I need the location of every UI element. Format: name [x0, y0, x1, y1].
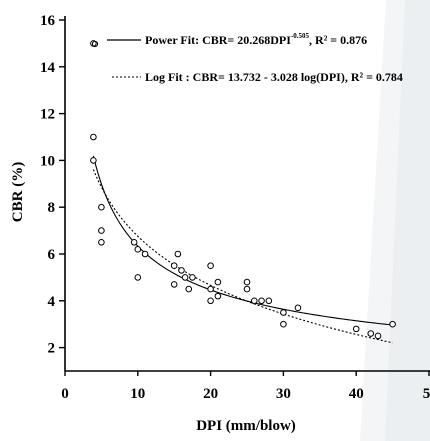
data-point	[181, 274, 189, 281]
data-point	[265, 297, 273, 305]
data-point	[207, 297, 214, 305]
data-point	[214, 292, 222, 300]
y-tick-label: 8	[48, 200, 56, 216]
data-point	[98, 239, 105, 246]
x-tick-label: 40	[349, 386, 364, 402]
legend: Power Fit: CBR= 20.268DPI-0.505, R² = 0.…	[91, 32, 403, 84]
data-point	[134, 274, 142, 281]
data-point	[134, 246, 142, 253]
data-point	[389, 320, 396, 328]
data-point	[170, 281, 178, 288]
data-point	[250, 297, 258, 305]
legend-log-label: Log Fit : CBR= 13.732 - 3.028 log(DPI), …	[145, 70, 403, 84]
data-point	[207, 262, 214, 270]
x-tick-label: 0	[61, 386, 69, 402]
data-point	[98, 203, 105, 211]
data-point	[207, 285, 214, 293]
legend-power-label-suffix: , R² = 0.876	[309, 33, 367, 47]
x-tick-label: 10	[130, 386, 145, 402]
data-point	[90, 133, 97, 141]
data-point	[141, 250, 149, 258]
data-point	[258, 297, 265, 305]
y-tick-label: 14	[40, 60, 56, 76]
decorative-background-band-accent	[385, 0, 430, 441]
data-point	[178, 267, 185, 274]
y-tick-label: 2	[48, 341, 56, 357]
data-point	[243, 285, 251, 293]
legend-point-marker	[91, 40, 99, 48]
data-point	[243, 278, 251, 286]
legend-power-label-exponent: -0.505	[291, 32, 310, 40]
axes	[64, 16, 430, 372]
data-point	[294, 304, 302, 312]
x-axis-title: DPI (mm/blow)	[196, 418, 296, 434]
legend-power-label-main: Power Fit: CBR= 20.268DPI	[145, 33, 291, 47]
y-tick-label: 12	[40, 107, 55, 123]
ticks: 2 4 6 8 10 12 14 16 0 10 20 30 40 5(	[40, 13, 430, 402]
y-tick-label: 10	[40, 153, 55, 169]
data-point	[352, 325, 360, 333]
y-tick-label: 6	[48, 247, 56, 263]
data-point	[130, 239, 138, 246]
x-tick-label: 20	[203, 386, 218, 402]
legend-item-log: Log Fit : CBR= 13.732 - 3.028 log(DPI), …	[112, 70, 403, 84]
data-point	[280, 320, 287, 328]
data-point	[367, 330, 375, 337]
legend-item-power: Power Fit: CBR= 20.268DPI-0.505, R² = 0.…	[91, 32, 367, 48]
y-axis-title: CBR (%)	[10, 162, 26, 222]
log-fit-line	[92, 169, 393, 344]
y-tick-label: 16	[40, 13, 56, 29]
data-point	[214, 278, 222, 286]
data-point	[280, 309, 287, 316]
data-point	[174, 250, 182, 258]
data-point	[374, 332, 382, 340]
data-point	[90, 157, 97, 164]
legend-power-label: Power Fit: CBR= 20.268DPI-0.505, R² = 0.…	[145, 32, 367, 47]
y-tick-label: 4	[48, 294, 56, 310]
data-point	[170, 262, 178, 270]
data-point	[98, 227, 105, 234]
data-points	[90, 40, 396, 340]
data-point	[185, 285, 193, 293]
data-point	[189, 274, 196, 281]
x-tick-label: 30	[276, 386, 291, 402]
x-tick-label: 5(	[423, 386, 430, 402]
